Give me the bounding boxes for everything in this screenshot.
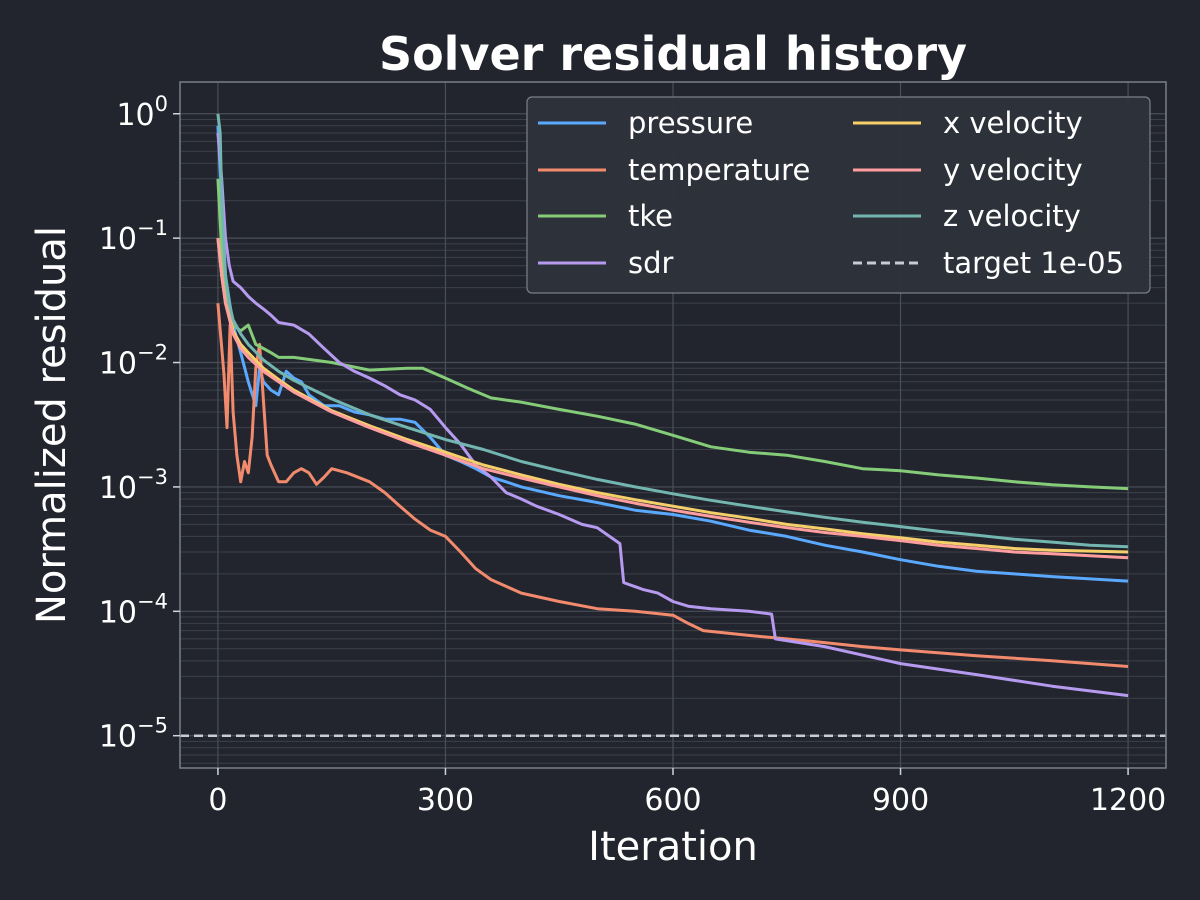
series-line-y-velocity [216, 237, 1129, 560]
x-axis-ticks: 0 300 600 900 1200 [208, 768, 1166, 818]
series-line-tke [216, 178, 1129, 491]
y-tick-label: 10−5 [99, 714, 168, 755]
legend-label: tke [628, 199, 673, 233]
x-tick-label: 300 [417, 783, 474, 818]
legend-box [526, 96, 1151, 294]
series-line-z-velocity [216, 113, 1129, 549]
y-axis-label: Normalized residual [29, 226, 75, 624]
legend-label: z velocity [943, 199, 1081, 233]
x-tick-label: 1200 [1090, 783, 1166, 818]
x-axis-label: Iteration [588, 824, 758, 870]
legend: pressure temperature tke sdr x velocity y vel… [526, 96, 1151, 294]
y-tick-label: 10−1 [99, 216, 168, 257]
y-tick-label: 10−3 [99, 465, 168, 506]
legend-label: target 1e-05 [943, 246, 1124, 280]
y-axis-ticks: 10−5 10−4 10−3 10−2 10−1 100 [99, 92, 180, 755]
series-line-sdr [216, 132, 1129, 698]
y-tick-label: 10−2 [99, 341, 168, 382]
y-tick-label: 100 [116, 92, 168, 133]
legend-label: pressure [628, 106, 753, 140]
series-line-temperature [216, 303, 1129, 668]
legend-label: temperature [628, 153, 810, 187]
x-tick-label: 0 [208, 783, 227, 818]
series-layer [216, 113, 1129, 698]
y-tick-label: 10−4 [99, 589, 168, 630]
legend-label: sdr [628, 246, 674, 280]
series-line-x-velocity [216, 237, 1129, 554]
x-tick-label: 900 [872, 783, 929, 818]
legend-label: x velocity [943, 106, 1083, 140]
legend-label: y velocity [943, 153, 1083, 187]
chart-title: Solver residual history [379, 27, 967, 81]
x-tick-label: 600 [644, 783, 701, 818]
